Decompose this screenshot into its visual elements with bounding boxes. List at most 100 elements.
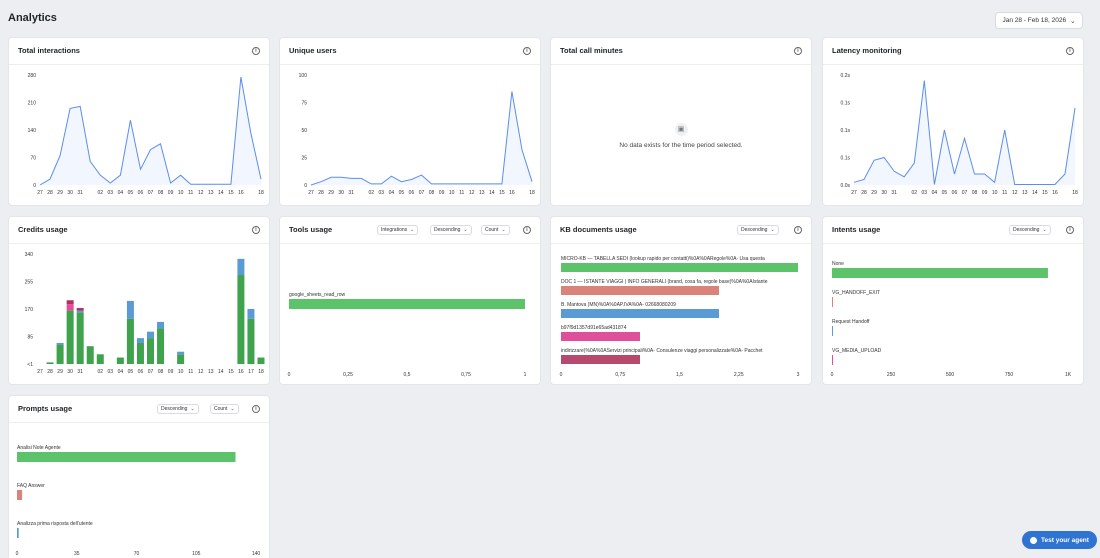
x-tick-label: 29 [57, 190, 63, 196]
x-tick-label: 1K [1065, 372, 1072, 378]
credits-bar [126, 318, 134, 364]
y-tick-label: 0 [33, 183, 36, 189]
total-interactions-chart: 0 70 140 210 280 27 28 29 30 31 02 03 04 05 06 07 08 09 10… [28, 73, 264, 196]
x-tick-label: 02 [97, 369, 103, 375]
y-tick-label: 25 [301, 156, 307, 162]
chart-area: 0 0,25 0,5 0,75 1 google_sheets_read_row [280, 245, 540, 384]
card-header: Total call minutes i [551, 38, 811, 65]
y-tick-label: 0.2s [841, 73, 851, 79]
date-range-picker[interactable]: Jan 28 - Feb 18, 2026 ⌄ [995, 12, 1083, 29]
x-tick-label: 0 [16, 551, 19, 557]
x-tick-label: 0,75 [615, 372, 625, 378]
x-tick-label: 30 [67, 190, 73, 196]
bar-label: MICRO-KB — TABELLA SEDI (lookup rapido p… [561, 256, 765, 262]
date-range-label: Jan 28 - Feb 18, 2026 [1002, 17, 1067, 24]
page-title: Analytics [8, 12, 57, 24]
x-tick-label: 08 [158, 190, 164, 196]
bar-label: Analisi Note Agente [17, 445, 61, 451]
bar-label: google_sheets_read_row [289, 292, 346, 298]
metric-dropdown[interactable]: Count ⌄ [210, 404, 239, 414]
latency-chart: 0.0s 0.1s 0.1s 0.1s 0.2s 27 28 29 30 31 02 03 04 05 06… [841, 73, 1078, 196]
chevron-down-icon: ⌄ [230, 406, 235, 412]
x-tick-label: 10 [178, 190, 184, 196]
info-icon[interactable]: i [794, 47, 802, 55]
x-tick-label: 27 [308, 190, 314, 196]
bar [561, 309, 719, 318]
x-tick-label: 05 [399, 190, 405, 196]
x-tick-label: 28 [47, 190, 53, 196]
card-header: Latency monitoring i [823, 38, 1083, 65]
card-latency-monitoring: Latency monitoring i 0.0s 0.1s 0.1s 0.1s 0.2… [822, 37, 1084, 206]
bar-label: Analizza prima risposta dell'utente [17, 521, 93, 527]
y-tick-label: 75 [301, 101, 307, 107]
dropdown-value: Integrations [381, 227, 408, 233]
info-icon[interactable]: i [1066, 226, 1074, 234]
card-unique-users: Unique users i 0 25 50 75 100 27 28 29 30 31 02 03 0… [279, 37, 541, 206]
chart-area: <1 85 170 255 340 27 28 29 30 31 02 03 04 05 06 07 08 09 1… [9, 245, 269, 384]
x-tick-label: 0 [560, 372, 563, 378]
sort-dropdown[interactable]: Descending ⌄ [1009, 225, 1051, 235]
bar [832, 297, 833, 307]
y-tick-label: 255 [25, 280, 34, 286]
sort-dropdown[interactable]: Descending ⌄ [157, 404, 199, 414]
test-agent-button[interactable]: Test your agent [1022, 531, 1097, 549]
info-icon[interactable]: i [1066, 47, 1074, 55]
x-tick-label: 750 [1005, 372, 1014, 378]
credits-bar [147, 331, 154, 339]
card-title: Latency monitoring [832, 46, 902, 55]
x-tick-label: 31 [891, 190, 897, 196]
chart-area: 0 250 500 750 1K None VG_HANDOFF_EXIT Request H… [823, 245, 1083, 384]
info-icon[interactable]: i [252, 226, 260, 234]
info-icon[interactable]: i [523, 47, 531, 55]
y-tick-label: 210 [28, 101, 37, 107]
x-tick-label: 13 [208, 369, 214, 375]
bar [832, 268, 1048, 278]
info-icon[interactable]: i [252, 47, 260, 55]
card-kb-documents-usage: KB documents usage Descending ⌄ i 0 0,75 1,… [550, 216, 812, 385]
bar-label: B. Mantova (MN)%0A%0AP.IVA%0A- 026680802… [561, 302, 676, 308]
credits-bar [86, 346, 94, 364]
x-tick-label: 11 [188, 369, 193, 375]
chart-area: 0 35 70 105 140 Analisi Note Agente FAQ Answer… [9, 424, 269, 558]
x-tick-label: 12 [198, 369, 204, 375]
sort-dropdown[interactable]: Descending ⌄ [430, 225, 472, 235]
card-title: Intents usage [832, 225, 881, 234]
x-tick-label: 30 [338, 190, 344, 196]
x-tick-label: 1,5 [676, 372, 683, 378]
x-tick-label: 15 [499, 190, 505, 196]
card-header: Credits usage i [9, 217, 269, 244]
y-tick-label: 85 [27, 335, 33, 341]
y-tick-label: 340 [25, 252, 34, 258]
credits-bar [177, 354, 185, 364]
x-tick-label: 07 [148, 190, 154, 196]
x-tick-label: 10 [449, 190, 455, 196]
x-tick-label: 02 [97, 190, 103, 196]
prompts-usage-chart: 0 35 70 105 140 Analisi Note Agente FAQ Answer… [16, 445, 261, 557]
info-icon[interactable]: i [794, 226, 802, 234]
x-tick-label: 27 [37, 369, 43, 375]
info-icon[interactable]: i [252, 405, 260, 413]
credits-bar [76, 310, 84, 313]
dropdown-value: Count [485, 227, 499, 233]
x-tick-label: 0,75 [461, 372, 471, 378]
x-tick-label: 04 [118, 190, 124, 196]
card-tools-usage: Tools usage Integrations ⌄ Descending ⌄ Co… [279, 216, 541, 385]
x-tick-label: 0,5 [404, 372, 411, 378]
intents-usage-chart: 0 250 500 750 1K None VG_HANDOFF_EXIT Request H… [831, 261, 1072, 378]
x-tick-label: 07 [962, 190, 968, 196]
bar [561, 355, 640, 364]
info-icon[interactable]: i [523, 226, 531, 234]
x-tick-label: 1 [524, 372, 527, 378]
credits-bar [237, 258, 245, 276]
integrations-dropdown[interactable]: Integrations ⌄ [377, 225, 419, 235]
credits-bar [46, 362, 54, 364]
x-tick-label: 04 [118, 369, 124, 375]
y-tick-label: 50 [301, 128, 307, 134]
chart-area: 0.0s 0.1s 0.1s 0.1s 0.2s 27 28 29 30 31 02 03 04 05 06… [823, 66, 1083, 205]
x-tick-label: 03 [379, 190, 385, 196]
y-tick-label: 140 [28, 128, 37, 134]
metric-dropdown[interactable]: Count ⌄ [481, 225, 510, 235]
y-tick-label: 70 [30, 156, 36, 162]
credits-bar [177, 351, 185, 355]
sort-dropdown[interactable]: Descending ⌄ [737, 225, 779, 235]
